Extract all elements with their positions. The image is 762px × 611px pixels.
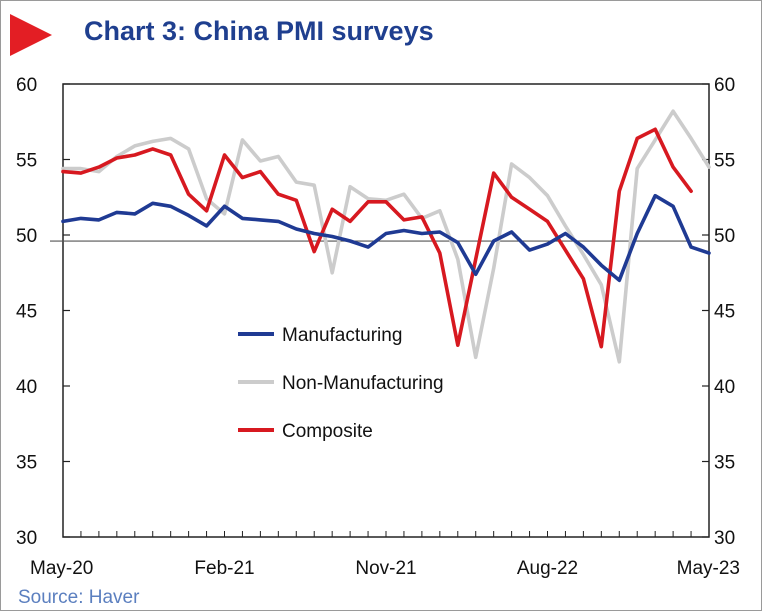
chart-title: Chart 3: China PMI surveys	[84, 16, 434, 46]
series-line-manufacturing	[61, 193, 711, 283]
y-tick-label-right: 55	[714, 151, 735, 172]
y-tick-label-right: 50	[714, 226, 735, 247]
y-tick-label-left: 55	[16, 151, 37, 172]
x-tick-label: Feb-21	[194, 558, 254, 579]
y-tick-label-left: 50	[16, 226, 37, 247]
lines-layer	[61, 109, 711, 364]
y-tick-label-right: 40	[714, 377, 735, 398]
y-tick-label-left: 45	[16, 302, 37, 323]
legend-label: Composite	[282, 421, 373, 442]
y-tick-label-right: 60	[714, 75, 735, 96]
series-line-composite	[61, 127, 693, 349]
y-tick-label-right: 45	[714, 302, 735, 323]
y-tick-label-left: 30	[16, 528, 37, 549]
axes-layer: 30 30 35 35 40 40 45 45 50 50 55 55 60 60 May-20 Feb-21…	[16, 75, 740, 579]
legend-label: Manufacturing	[282, 325, 402, 346]
y-tick-label-right: 35	[714, 453, 735, 474]
x-tick-label: May-23	[677, 558, 740, 579]
y-tick-label-left: 60	[16, 75, 37, 96]
y-tick-label-left: 40	[16, 377, 37, 398]
red-triangle-marker	[10, 14, 52, 56]
y-tick-label-right: 30	[714, 528, 735, 549]
legend: Manufacturing Non-Manufacturing Composite	[238, 325, 444, 442]
y-tick-label-left: 35	[16, 453, 37, 474]
x-tick-label: Aug-22	[517, 558, 578, 579]
source-note: Source: Haver	[18, 587, 140, 608]
x-tick-label: May-20	[30, 558, 93, 579]
x-tick-label: Nov-21	[355, 558, 416, 579]
legend-label: Non-Manufacturing	[282, 373, 444, 394]
